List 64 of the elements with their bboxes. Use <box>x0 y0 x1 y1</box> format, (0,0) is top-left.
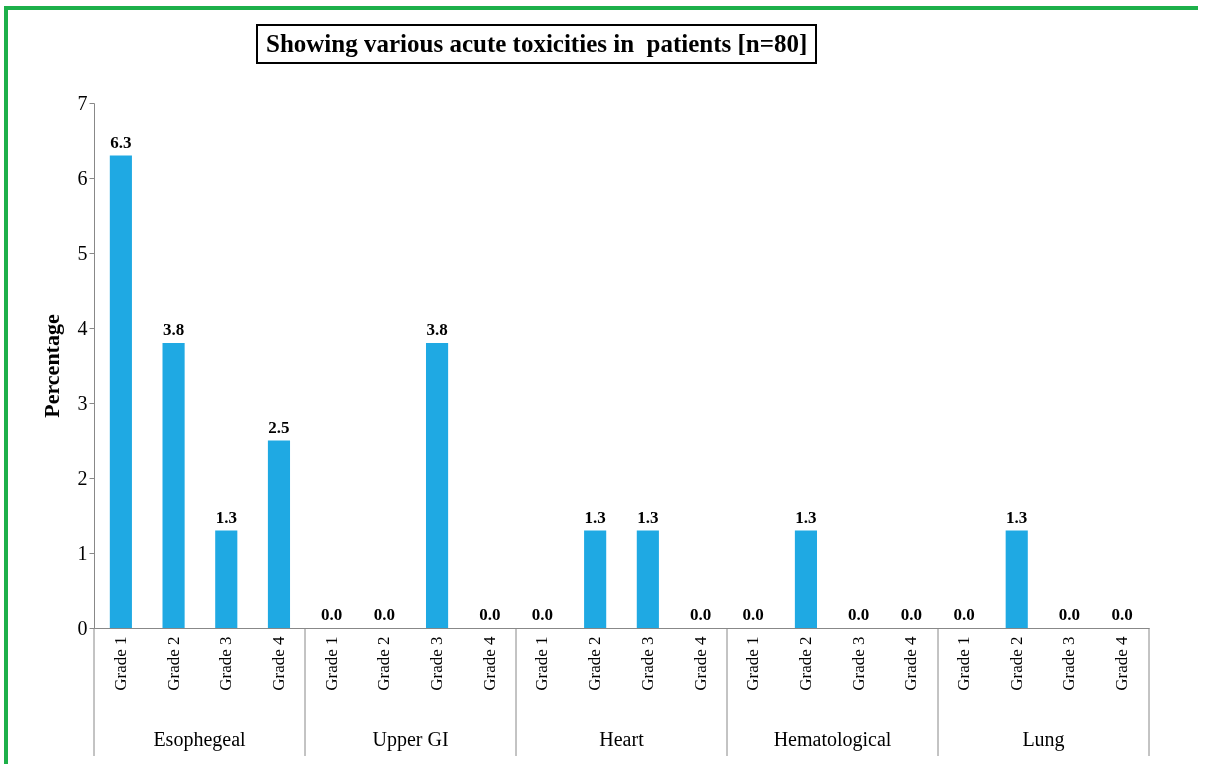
bar <box>215 530 238 628</box>
data-label: 3.8 <box>162 320 185 339</box>
data-label: 1.3 <box>1006 507 1028 527</box>
x-tick-label: Grade 4 <box>268 636 288 691</box>
x-tick-label: Grade 2 <box>163 636 183 691</box>
x-tick-label: Grade 1 <box>743 636 763 691</box>
data-label: 0.0 <box>742 605 764 624</box>
x-tick-label: Grade 3 <box>427 636 447 691</box>
data-label: 0.0 <box>479 605 501 624</box>
chart-title: Showing various acute toxicities in patients [n=80] <box>256 24 818 64</box>
data-label: 1.3 <box>795 507 817 527</box>
x-tick-label: Grade 4 <box>690 636 710 691</box>
x-tick-label: Grade 4 <box>901 636 921 691</box>
y-tick-label: 1 <box>77 541 88 564</box>
data-label: 0.0 <box>373 605 395 624</box>
data-label: 6.3 <box>110 132 132 152</box>
x-tick-label: Grade 1 <box>110 636 130 691</box>
x-tick-label: Grade 2 <box>585 636 605 691</box>
y-tick-label: 2 <box>77 466 88 489</box>
bar <box>794 530 818 628</box>
x-tick-label: Grade 1 <box>954 636 974 691</box>
x-tick-label: Grade 1 <box>321 636 341 691</box>
data-label: 0.0 <box>531 605 554 624</box>
data-label: 0.0 <box>848 605 870 624</box>
x-tick-label: Grade 3 <box>1059 636 1079 691</box>
data-label: 2.5 <box>268 417 290 437</box>
data-label: 0.0 <box>321 605 343 624</box>
x-tick-label: Grade 3 <box>848 636 868 691</box>
data-label: 0.0 <box>900 605 922 624</box>
y-axis-title: Percentage <box>38 314 64 418</box>
x-tick-label: Grade 4 <box>479 636 499 691</box>
x-tick-label: Grade 2 <box>1006 636 1026 691</box>
data-label: 3.8 <box>426 320 448 339</box>
y-tick-label: 6 <box>77 166 88 189</box>
data-label: 0.0 <box>1111 605 1133 624</box>
data-label: 1.3 <box>637 507 659 527</box>
bar <box>584 530 607 628</box>
data-label: 1.3 <box>215 507 237 527</box>
x-tick-label: Grade 1 <box>532 636 552 691</box>
x-tick-label: Grade 2 <box>374 636 394 691</box>
y-tick-label: 4 <box>77 316 88 339</box>
bar <box>1005 530 1028 628</box>
data-label: 0.0 <box>953 605 975 624</box>
x-tick-label: Grade 3 <box>637 636 657 691</box>
y-tick-label: 7 <box>77 91 88 114</box>
x-tick-label: Grade 2 <box>795 636 815 691</box>
bar <box>109 155 132 628</box>
data-label: 1.3 <box>584 507 606 527</box>
text: Upper GI <box>372 728 449 751</box>
y-tick-label: 0 <box>77 616 88 639</box>
text: Hematological <box>773 728 892 751</box>
y-tick-label: 5 <box>77 241 88 264</box>
text: Lung <box>1022 728 1065 751</box>
text: Esophegeal <box>153 728 247 751</box>
text: Heart <box>599 728 645 750</box>
bar <box>162 343 185 628</box>
bar <box>636 530 659 628</box>
data-label: 0.0 <box>1058 605 1081 624</box>
x-tick-label: Grade 4 <box>1112 636 1132 691</box>
y-tick-label: 3 <box>77 391 88 414</box>
data-label: 0.0 <box>689 605 712 624</box>
bar <box>425 343 449 628</box>
x-tick-label: Grade 3 <box>216 636 236 691</box>
bar <box>267 440 291 628</box>
